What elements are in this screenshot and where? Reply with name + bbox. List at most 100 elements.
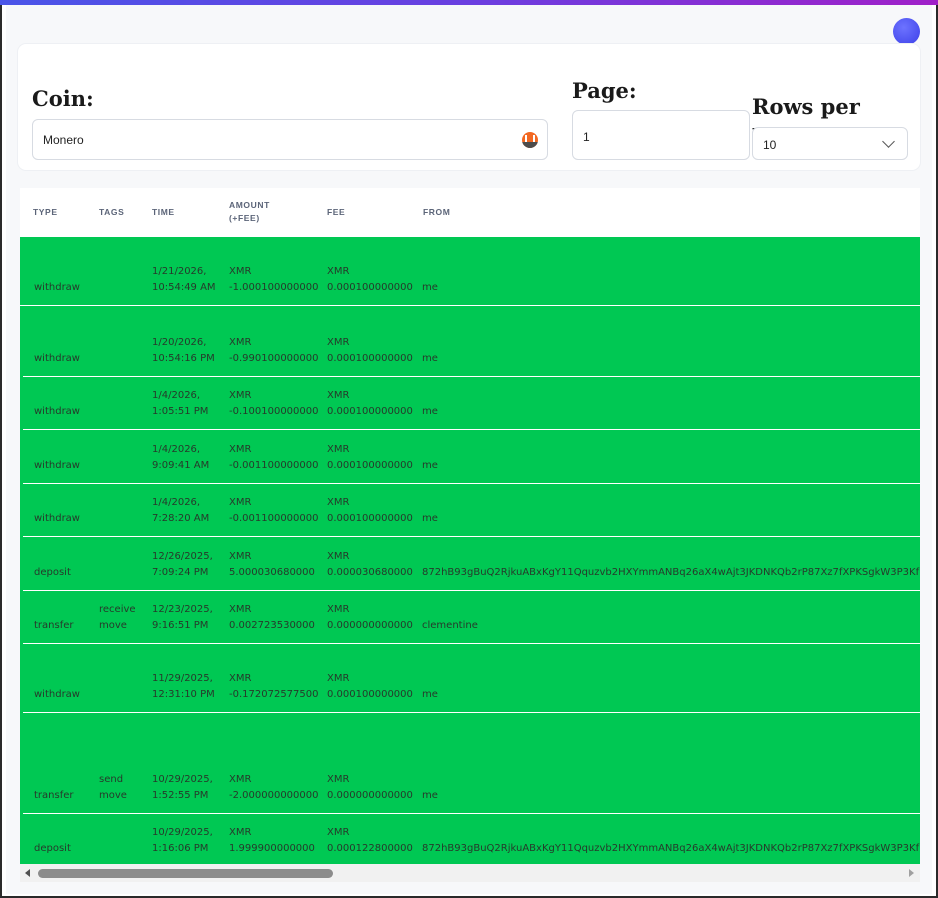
rows-per-page-value: 10 [763,138,777,152]
amount-value: 0.002723530000 [229,620,315,631]
column-header-tags[interactable]: TAGS [99,207,125,217]
table-body: withdraw 1/21/2026, 10:54:49 AM XMR -1.00… [20,237,920,865]
cell-from: me [422,282,438,293]
table-row[interactable]: withdraw 1/4/2026, 7:28:20 AM XMR -0.0011… [20,483,920,537]
amount-unit: XMR [229,390,252,401]
fee-value: 0.000030680000 [327,567,413,578]
cell-time: 12/26/2025, 7:09:24 PM [152,551,213,578]
fee-unit: XMR [327,444,350,455]
cell-time: 10/29/2025, 1:52:55 PM [152,774,213,801]
table-row[interactable]: deposit 12/26/2025, 7:09:24 PM XMR 5.0000… [20,536,920,591]
cell-time: 1/21/2026, 10:54:49 AM [152,266,216,293]
cell-amount: XMR -0.172072577500 [229,671,319,703]
page-input-value: 1 [583,130,590,144]
scrollbar-thumb[interactable] [38,869,333,878]
amount-value: -2.000000000000 [229,790,319,801]
fee-value: 0.000000000000 [327,790,413,801]
user-avatar[interactable] [893,18,920,45]
horizontal-scrollbar[interactable] [20,864,920,882]
fee-value: 0.000100000000 [327,353,413,364]
fee-value: 0.000100000000 [327,689,413,700]
table-row[interactable]: withdraw 1/20/2026, 10:54:16 PM XMR -0.99… [20,306,920,377]
rows-per-page-select[interactable]: 10 [752,127,908,160]
cell-tags: send move [99,774,127,801]
cell-type: withdraw [34,406,80,417]
cell-amount: XMR -2.000000000000 [229,772,319,804]
cell-amount: XMR -0.001100000000 [229,495,319,527]
amount-value: -0.100100000000 [229,406,319,417]
table-row[interactable]: withdraw 1/4/2026, 1:05:51 PM XMR -0.1001… [20,376,920,430]
fee-unit: XMR [327,337,350,348]
cell-amount: XMR -1.000100000000 [229,264,319,296]
amount-unit: XMR [229,604,252,615]
cell-time: 12/23/2025, 9:16:51 PM [152,604,213,631]
scroll-left-icon[interactable] [25,869,30,877]
cell-from: 872hB93gBuQ2RjkuABxKgY11Qquzvb2HXYmmANBq… [422,843,920,854]
amount-value: -0.990100000000 [229,353,319,364]
cell-amount: XMR -0.990100000000 [229,335,319,367]
cell-from: me [422,689,438,700]
cell-type: deposit [34,843,71,854]
amount-unit: XMR [229,774,252,785]
cell-time: 1/4/2026, 9:09:41 AM [152,444,210,471]
cell-time: 1/20/2026, 10:54:16 PM [152,337,215,364]
top-accent-bar [0,0,938,5]
amount-value: 5.000030680000 [229,567,315,578]
amount-unit: XMR [229,673,252,684]
cell-type: withdraw [34,689,80,700]
fee-value: 0.000100000000 [327,406,413,417]
scroll-right-icon[interactable] [909,869,914,877]
cell-fee: XMR 0.000100000000 [327,442,413,474]
fee-unit: XMR [327,390,350,401]
column-header-type[interactable]: TYPE [33,207,58,217]
table-row[interactable]: transfer receive move 12/23/2025, 9:16:5… [20,590,920,644]
cell-fee: XMR 0.000100000000 [327,671,413,703]
cell-fee: XMR 0.000100000000 [327,495,413,527]
cell-fee: XMR 0.000100000000 [327,264,413,296]
coin-select[interactable]: Monero [32,119,548,160]
fee-value: 0.000122800000 [327,843,413,854]
table-row[interactable]: transfer send move 10/29/2025, 1:52:55 P… [20,712,920,814]
table-row[interactable]: withdraw 11/29/2025, 12:31:10 PM XMR -0.1… [20,643,920,713]
table-row[interactable]: deposit 10/29/2025, 1:16:06 PM XMR 1.9999… [20,813,920,865]
cell-fee: XMR 0.000100000000 [327,388,413,420]
fee-unit: XMR [327,604,350,615]
cell-amount: XMR 5.000030680000 [229,549,315,581]
amount-unit: XMR [229,444,252,455]
column-header-fee[interactable]: FEE [327,207,346,217]
cell-time: 1/4/2026, 7:28:20 AM [152,497,210,524]
cell-type: withdraw [34,513,80,524]
fee-unit: XMR [327,266,350,277]
column-header-amount[interactable]: AMOUNT (+FEE) [229,200,270,223]
fee-unit: XMR [327,551,350,562]
fee-value: 0.000000000000 [327,620,413,631]
fee-value: 0.000100000000 [327,282,413,293]
fee-value: 0.000100000000 [327,513,413,524]
cell-type: transfer [34,790,74,801]
monero-icon [522,132,538,148]
cell-from: me [422,460,438,471]
table-row[interactable]: withdraw 1/21/2026, 10:54:49 AM XMR -1.00… [20,237,920,306]
amount-unit: XMR [229,337,252,348]
amount-unit: XMR [229,497,252,508]
cell-type: withdraw [34,282,80,293]
cell-time: 11/29/2025, 12:31:10 PM [152,673,215,700]
chevron-down-icon [882,135,895,148]
transactions-table: TYPE TAGS TIME AMOUNT (+FEE) FEE FROM wi… [20,188,920,882]
coin-label: Coin: [32,86,94,111]
fee-unit: XMR [327,497,350,508]
cell-from: clementine [422,620,478,631]
page-input[interactable]: 1 [572,110,750,160]
column-header-time[interactable]: TIME [152,207,175,217]
column-header-from[interactable]: FROM [423,207,451,217]
table-row[interactable]: withdraw 1/4/2026, 9:09:41 AM XMR -0.0011… [20,429,920,484]
cell-fee: XMR 0.000000000000 [327,602,413,634]
cell-fee: XMR 0.000122800000 [327,825,413,857]
cell-type: withdraw [34,460,80,471]
filter-panel: Coin: Monero Page: 1 Rows per page: 10 [18,44,920,170]
amount-unit: XMR [229,827,252,838]
cell-type: transfer [34,620,74,631]
amount-unit: XMR [229,551,252,562]
amount-value: 1.999900000000 [229,843,315,854]
cell-fee: XMR 0.000100000000 [327,335,413,367]
